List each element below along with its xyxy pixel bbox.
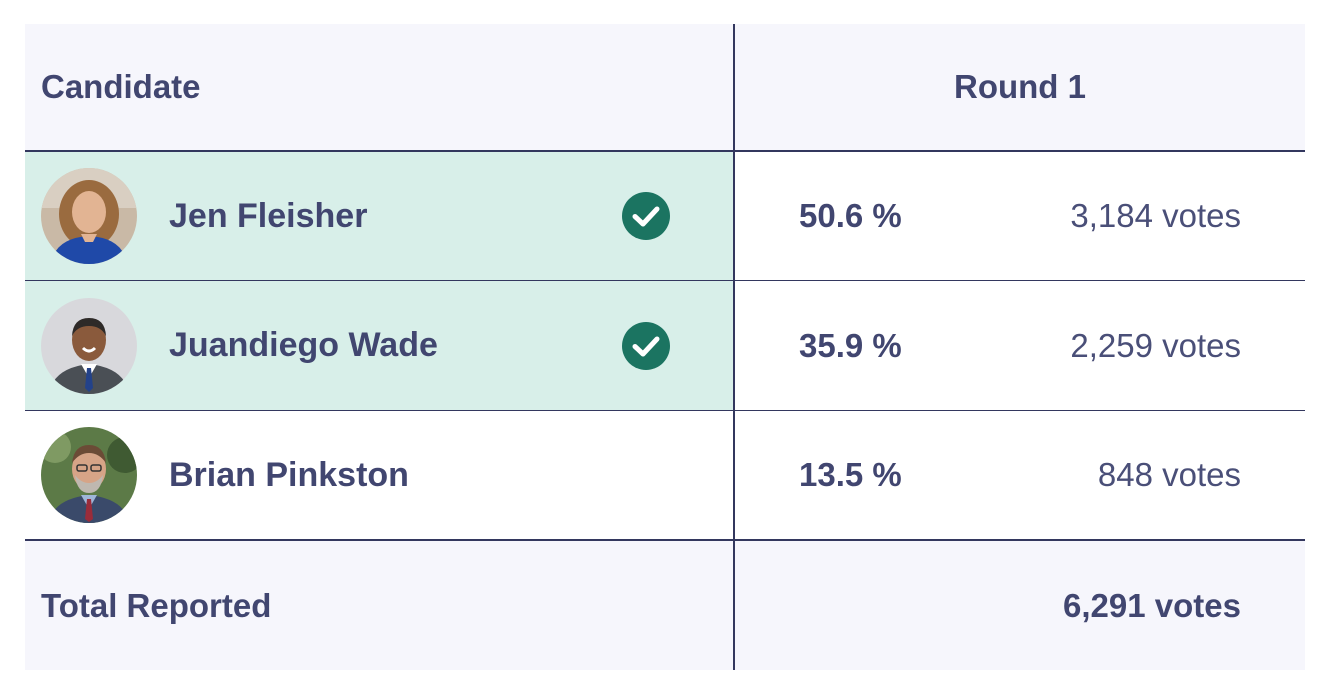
total-vote-count: 6,291 votes [1063,586,1241,624]
vote-percent: 50.6 % [799,197,902,234]
table-row-result: 13.5 % 848 votes [735,411,1305,541]
table-row-candidate: Jen Fleisher [25,152,735,281]
total-reported-label: Total Reported [41,586,272,624]
round-column-header: Round 1 [954,68,1086,105]
check-circle-icon [622,192,670,240]
candidate-name: Jen Fleisher [169,196,368,235]
candidate-photo-juandiego-wade [41,297,137,394]
vote-count: 3,184 votes [1070,197,1241,234]
check-circle-icon [622,321,670,370]
table-row-candidate: Brian Pinkston [25,411,735,541]
candidate-name: Brian Pinkston [169,455,409,494]
total-label-cell: Total Reported [25,541,735,670]
table-row-result: 35.9 % 2,259 votes [735,281,1305,411]
avatar [41,427,137,523]
table-row-result: 50.6 % 3,184 votes [735,152,1305,281]
header-candidate-cell: Candidate [25,24,735,152]
vote-count: 848 votes [1097,456,1241,493]
candidate-column-header: Candidate [41,68,201,105]
avatar [41,168,137,264]
avatar [41,297,137,394]
header-round-cell: Round 1 [735,24,1305,152]
candidate-photo-brian-pinkston [41,427,137,523]
results-table: Candidate Round 1 Jen Fleisher 50.6 % 3,… [25,24,1305,670]
candidate-photo-jen-fleisher [41,168,137,264]
vote-percent: 13.5 % [799,456,902,493]
total-votes-cell: 6,291 votes [735,541,1305,670]
candidate-name: Juandiego Wade [169,326,438,364]
vote-percent: 35.9 % [799,326,902,364]
table-row-candidate: Juandiego Wade [25,281,735,411]
vote-count: 2,259 votes [1070,326,1241,364]
